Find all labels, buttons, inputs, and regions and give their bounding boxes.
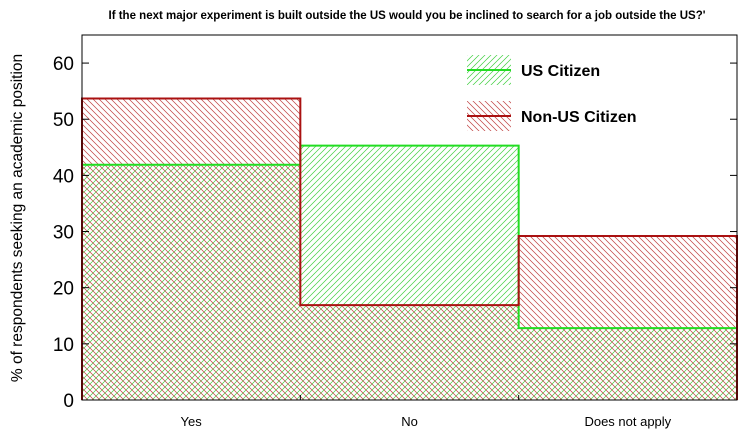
y-tick-label: 0 <box>63 391 74 412</box>
legend: US Citizen Non-US Citizen <box>467 55 637 131</box>
y-axis-label: % of respondents seeking an academic pos… <box>9 54 26 382</box>
x-axis: Yes No Does not apply <box>181 395 672 429</box>
plot-frame <box>81 34 738 401</box>
y-axis: 0 10 20 30 40 50 60 <box>53 54 737 412</box>
x-tick-label-yes: Yes <box>181 414 203 429</box>
x-tick-label-does-not-apply: Does not apply <box>584 414 671 429</box>
y-tick-label: 30 <box>53 223 74 244</box>
legend-label-us-citizen: US Citizen <box>521 63 600 80</box>
y-tick-label: 60 <box>53 54 74 75</box>
y-tick-label: 20 <box>53 279 74 300</box>
bar-non-us-citizen-yes <box>82 98 301 400</box>
legend-label-non-us-citizen: Non-US Citizen <box>521 109 637 126</box>
x-tick-label-no: No <box>401 414 418 429</box>
bar-non-us-citizen-does-not-apply <box>518 236 737 400</box>
series-fills <box>82 98 737 400</box>
step-line-non-us-citizen <box>81 97 738 400</box>
y-tick-label: 40 <box>53 166 74 187</box>
series-step-lines <box>81 97 738 400</box>
bar-non-us-citizen-no <box>300 305 519 400</box>
y-tick-label: 50 <box>53 110 74 131</box>
step-line-us-citizen <box>81 144 738 400</box>
y-tick-label: 10 <box>53 335 74 356</box>
chart-title: If the next major experiment is built ou… <box>109 10 706 22</box>
